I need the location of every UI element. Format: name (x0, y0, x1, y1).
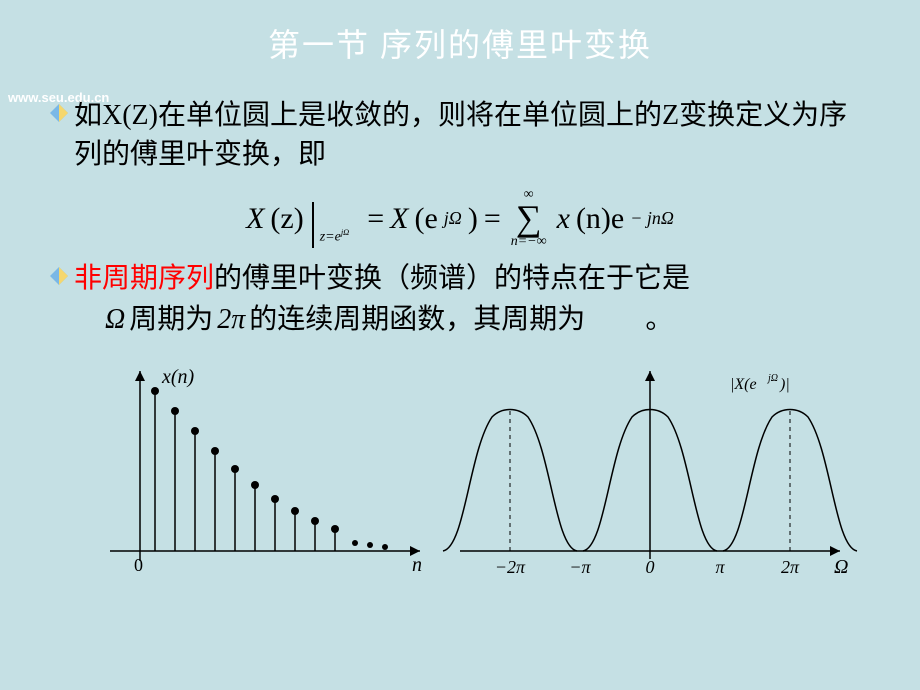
svg-text:2π: 2π (781, 557, 800, 577)
f-mid-sup: jΩ (444, 208, 462, 229)
svg-text:0: 0 (134, 555, 143, 575)
f-eq1: = (367, 202, 384, 236)
svg-text:−2π: −2π (495, 557, 526, 577)
bullet-item-1: 如X(Z)在单位圆上是收敛的，则将在单位圆上的Z变换定义为序列的傅里叶变换，即 (50, 96, 870, 174)
diamond-bullet-icon (50, 104, 68, 122)
svg-text:|X(e: |X(e (730, 376, 757, 393)
formula-block: X(z) z=ejΩ = X(ejΩ) = ∞ ∑ n=−∞ x(n)e− jn… (50, 188, 870, 248)
svg-text:π: π (715, 557, 725, 577)
svg-text:Ω: Ω (834, 556, 848, 578)
svg-text:)|: )| (779, 376, 790, 393)
f-eval-bar (312, 202, 314, 248)
svg-text:jΩ: jΩ (766, 373, 778, 384)
watermark-text: www.seu.edu.cn (8, 90, 109, 105)
bullet2-text: 非周期序列的傅里叶变换（频谱）的特点在于它是 (74, 259, 690, 298)
page-title: 第一节 序列的傅里叶变换 (0, 0, 920, 66)
f-eq2: = (484, 202, 501, 236)
line3-mid: 周期为 (129, 300, 213, 339)
right-spectrum-chart: |X(e jΩ)| Ω −2π −π 0 π 2π (440, 351, 860, 596)
f-cond: z=ejΩ (320, 228, 350, 246)
left-stem-chart: x(n) n 0 (80, 351, 440, 596)
two-pi: 2π (217, 304, 245, 336)
f-rhs-sup: − jnΩ (630, 208, 674, 229)
omega-symbol: Ω (105, 304, 125, 336)
svg-text:n: n (412, 554, 422, 576)
f-mid-close: ) (468, 202, 478, 236)
bullet-item-2: 非周期序列的傅里叶变换（频谱）的特点在于它是 (50, 259, 870, 298)
line3: Ω 周期为 2π 的连续周期函数，其周期为 。 (50, 300, 870, 339)
f-rhs-arg: (n)e (576, 202, 624, 236)
red-text: 非周期序列 (74, 263, 214, 294)
diamond-bullet-icon (50, 267, 68, 285)
content-area: 如X(Z)在单位圆上是收敛的，则将在单位圆上的Z变换定义为序列的傅里叶变换，即 … (0, 66, 920, 596)
charts-row: x(n) n 0 |X(e jΩ)| Ω −2π −π 0 π 2π (50, 351, 870, 596)
f-rhs-x: x (557, 202, 570, 236)
f-lhs-X: X (246, 202, 264, 236)
svg-text:x(n): x(n) (161, 366, 195, 388)
line3-end: 。 (645, 300, 673, 339)
f-sum: ∞ ∑ n=−∞ (511, 188, 547, 248)
f-mid-open: (e (414, 202, 437, 236)
bullet1-text: 如X(Z)在单位圆上是收敛的，则将在单位圆上的Z变换定义为序列的傅里叶变换，即 (74, 96, 870, 174)
line3-tail: 的连续周期函数，其周期为 (249, 300, 585, 339)
svg-text:−π: −π (569, 557, 591, 577)
svg-text:0: 0 (646, 557, 655, 577)
f-lhs-arg: (z) (270, 202, 303, 236)
f-mid-X: X (390, 202, 408, 236)
after-red-text: 的傅里叶变换（频谱）的特点在于它是 (214, 263, 690, 294)
